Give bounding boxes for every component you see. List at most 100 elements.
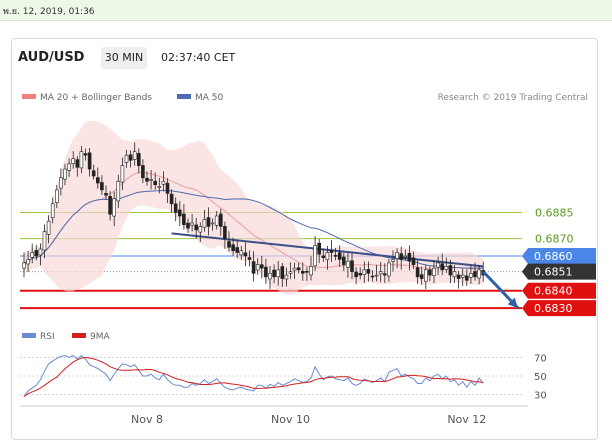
ma50-legend-swatch xyxy=(177,94,191,99)
candle-body xyxy=(354,271,358,278)
price-tag-label-0.6830: 0.6830 xyxy=(534,302,573,315)
candle xyxy=(239,245,244,260)
price-tag-0.6860 xyxy=(522,247,596,264)
x-tick-label: Nov 10 xyxy=(271,413,310,426)
rsi-legend-label: RSI xyxy=(40,332,55,342)
level-label-0.6885: 0.6885 xyxy=(535,207,574,220)
candle xyxy=(145,171,149,186)
candle-body xyxy=(337,252,342,260)
moving-averages xyxy=(23,172,484,272)
candle xyxy=(366,261,371,282)
candle xyxy=(243,242,248,267)
rsi-ma-legend-swatch xyxy=(72,333,86,338)
candle xyxy=(288,262,293,279)
candle-body xyxy=(54,189,59,203)
candle-body xyxy=(411,257,416,265)
candle xyxy=(116,174,121,209)
candle xyxy=(137,148,141,174)
candle-body xyxy=(169,193,174,205)
rsi-tick-30: 30 xyxy=(534,391,547,402)
candle xyxy=(460,268,465,287)
candle-body xyxy=(50,203,55,219)
ma50-line xyxy=(23,189,484,269)
candle-body xyxy=(272,269,276,278)
candle-body xyxy=(149,179,153,181)
candle xyxy=(112,191,116,227)
candle-body xyxy=(161,180,166,185)
candle xyxy=(395,248,399,269)
candle xyxy=(296,262,301,274)
candle-body xyxy=(223,226,227,239)
candle xyxy=(71,151,75,169)
candle-body xyxy=(83,153,88,156)
candle-body xyxy=(325,252,330,260)
candle-body xyxy=(292,267,297,271)
candle-body xyxy=(231,244,235,252)
candle xyxy=(210,218,215,231)
timeframe-badge[interactable]: 30 MIN xyxy=(101,47,147,69)
candle xyxy=(132,142,137,166)
candle xyxy=(100,175,104,196)
candle-body xyxy=(46,220,51,235)
candle xyxy=(259,255,264,279)
candle xyxy=(341,252,346,272)
candle-body xyxy=(415,267,420,278)
candle-body xyxy=(276,269,281,278)
candle-body xyxy=(419,274,424,279)
candle-body xyxy=(227,241,231,248)
candle-body xyxy=(63,168,67,180)
candle xyxy=(428,266,432,282)
candle xyxy=(161,171,166,192)
symbol-label: AUD/USD xyxy=(18,50,85,65)
candle xyxy=(440,253,445,276)
candle-body xyxy=(235,247,239,253)
candle-body xyxy=(210,222,215,225)
x-tick-label: Nov 12 xyxy=(447,413,486,426)
candle-body xyxy=(296,267,301,271)
candle-body xyxy=(309,266,313,276)
forecast-arrow xyxy=(482,270,520,310)
candle-body xyxy=(469,273,473,278)
candle-body xyxy=(280,266,285,279)
candle-body xyxy=(399,253,404,260)
candle xyxy=(91,164,96,180)
candle-body xyxy=(141,165,145,179)
candle xyxy=(63,163,67,186)
candle xyxy=(54,184,59,209)
candle-body xyxy=(153,180,157,186)
candle-body xyxy=(391,259,395,262)
candle xyxy=(67,158,71,177)
candle-body xyxy=(178,209,182,217)
candle xyxy=(223,221,227,249)
candle xyxy=(305,267,309,281)
candle-body xyxy=(436,262,440,268)
candle xyxy=(202,209,207,232)
candle xyxy=(362,261,367,284)
candle xyxy=(178,201,182,226)
candle-body xyxy=(395,252,399,259)
candle-body xyxy=(300,270,305,274)
candle xyxy=(378,261,383,283)
rsi-legend: RSI 9MA xyxy=(22,332,110,342)
candle xyxy=(276,260,281,286)
candle-body xyxy=(362,269,367,275)
candle-body xyxy=(79,151,84,169)
candle xyxy=(391,250,395,272)
candle-body xyxy=(305,271,309,273)
candle-body xyxy=(194,224,198,231)
candle-body xyxy=(255,264,260,271)
candle-body xyxy=(173,203,178,213)
candle xyxy=(464,269,469,287)
candle-body xyxy=(288,271,293,274)
candle xyxy=(337,245,342,267)
candle xyxy=(325,245,330,270)
candle xyxy=(309,256,313,281)
candle xyxy=(247,250,252,267)
rsi-tick-70: 70 xyxy=(534,353,547,364)
candle-body xyxy=(75,159,80,168)
candle-body xyxy=(128,154,133,161)
candle-body xyxy=(219,213,223,227)
price-tag-0.6830 xyxy=(522,300,596,317)
candle xyxy=(83,148,88,161)
candle-body xyxy=(104,192,108,196)
